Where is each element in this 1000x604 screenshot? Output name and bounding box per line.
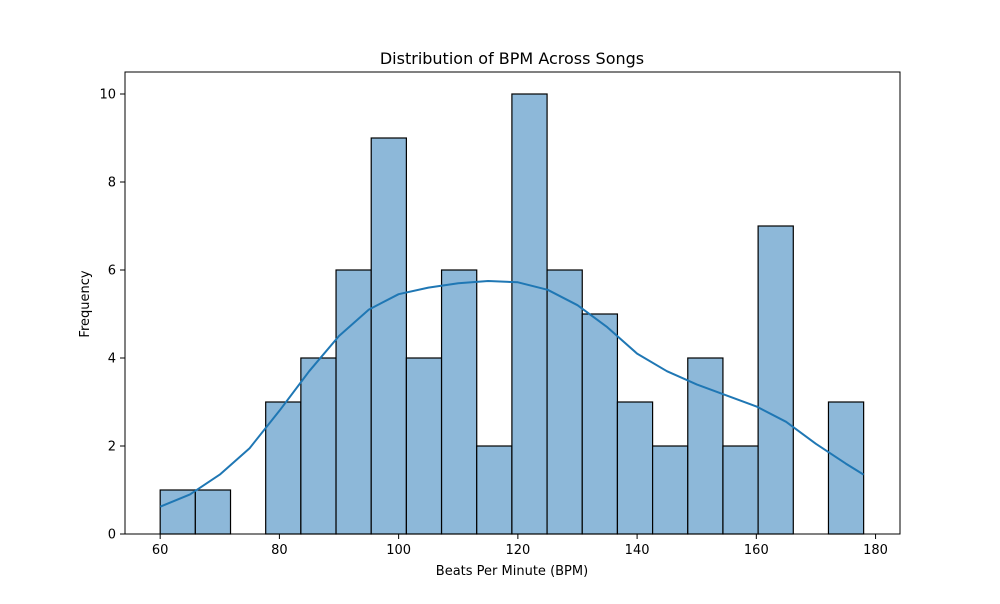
kde-group [159, 280, 865, 508]
histogram-bar [440, 269, 478, 535]
histogram-bar [757, 225, 794, 535]
x-tick-label: 180 [863, 543, 888, 558]
y-tick-label: 10 [99, 88, 116, 103]
histogram-bar [476, 445, 513, 535]
x-tick-label: 80 [271, 543, 288, 558]
x-tick-label: 120 [505, 543, 530, 558]
plot-frame [124, 71, 901, 535]
histogram-bar [370, 137, 407, 535]
y-tick-label: 8 [108, 176, 116, 191]
histogram-bar [581, 313, 619, 535]
histogram-bar [722, 445, 759, 535]
y-tick-label: 6 [108, 264, 116, 279]
histogram-bar [194, 489, 232, 535]
histogram-bar [300, 357, 337, 535]
histogram-bar [265, 401, 302, 535]
x-tick-label: 160 [744, 543, 769, 558]
bars-group [159, 93, 865, 535]
histogram-bar [687, 357, 724, 535]
x-tick-label: 140 [625, 543, 650, 558]
histogram-bar [546, 269, 583, 535]
x-tick-label: 60 [152, 543, 169, 558]
histogram-bar [335, 269, 372, 535]
y-ticks-group: 0 2 4 6 8 10 [99, 88, 125, 543]
histogram-bar [616, 401, 654, 535]
histogram-bar [651, 445, 689, 535]
x-axis-label: Beats Per Minute (BPM) [436, 564, 588, 579]
y-tick-label: 2 [108, 440, 116, 455]
chart-title: Distribution of BPM Across Songs [380, 49, 644, 68]
y-axis-label: Frequency [78, 270, 93, 337]
kde-line [159, 280, 865, 508]
x-ticks-group: 60 80 100 120 140 160 180 [152, 534, 888, 558]
y-tick-label: 0 [108, 528, 116, 543]
histogram-bar [827, 401, 865, 535]
histogram-bar [405, 357, 443, 535]
histogram-bar [511, 93, 548, 535]
x-tick-label: 100 [386, 543, 411, 558]
histogram-bar [159, 489, 196, 535]
y-tick-label: 4 [108, 352, 116, 367]
